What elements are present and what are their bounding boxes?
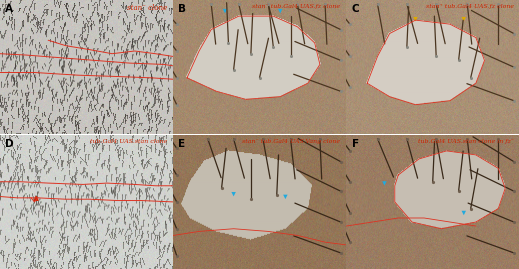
Text: C: C <box>352 4 359 14</box>
Text: D: D <box>5 139 14 149</box>
Text: B: B <box>179 4 186 14</box>
Text: stan⁺ tub.Gal4 UAS.fz clone: stan⁺ tub.Gal4 UAS.fz clone <box>426 4 514 9</box>
Text: tub.Gal4 UAS.stan clone: tub.Gal4 UAS.stan clone <box>90 139 167 144</box>
Text: stan⁻ tub.Gal4 UAS.fz clone: stan⁻ tub.Gal4 UAS.fz clone <box>252 4 340 9</box>
Text: F: F <box>352 139 359 149</box>
Text: A: A <box>5 4 13 14</box>
Text: tub.Gal4 UAS.stan clone in fz⁻: tub.Gal4 UAS.stan clone in fz⁻ <box>418 139 514 144</box>
Text: E: E <box>179 139 185 149</box>
Text: stan⁻ clone: stan⁻ clone <box>127 4 167 12</box>
Text: stan⁻ tub.Gal4 UAS.Vang clone: stan⁻ tub.Gal4 UAS.Vang clone <box>242 139 340 144</box>
